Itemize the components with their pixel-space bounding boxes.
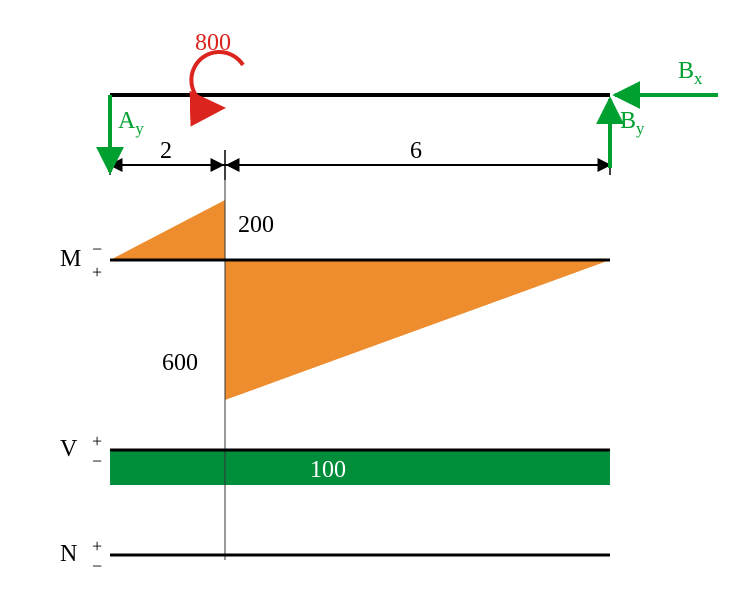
m-upper-triangle [110, 200, 225, 260]
m-upper-value: 200 [238, 212, 274, 239]
moment-value-label: 800 [195, 30, 231, 57]
svg-root: − + + − + − [0, 0, 731, 610]
v-value: 100 [310, 457, 346, 484]
M-axis-label: M [60, 246, 81, 273]
dim-left-label: 2 [160, 138, 172, 165]
dim-right-label: 6 [410, 138, 422, 165]
n-minus: − [92, 556, 102, 576]
v-minus: − [92, 451, 102, 471]
m-lower-triangle [225, 260, 610, 400]
N-axis-label: N [60, 541, 77, 568]
m-plus: + [92, 262, 102, 282]
n-plus: + [92, 536, 102, 556]
diagram-canvas: − + + − + − 800 Ay Bx By 2 6 M V N 200 6… [0, 0, 731, 610]
m-lower-value: 600 [162, 350, 198, 377]
Bx-label: Bx [678, 58, 702, 89]
m-minus: − [92, 239, 102, 259]
By-label: By [620, 108, 644, 139]
Ay-label: Ay [118, 108, 144, 139]
moment-arc [191, 52, 243, 108]
v-plus: + [92, 431, 102, 451]
v-rect [110, 450, 610, 485]
V-axis-label: V [60, 436, 77, 463]
